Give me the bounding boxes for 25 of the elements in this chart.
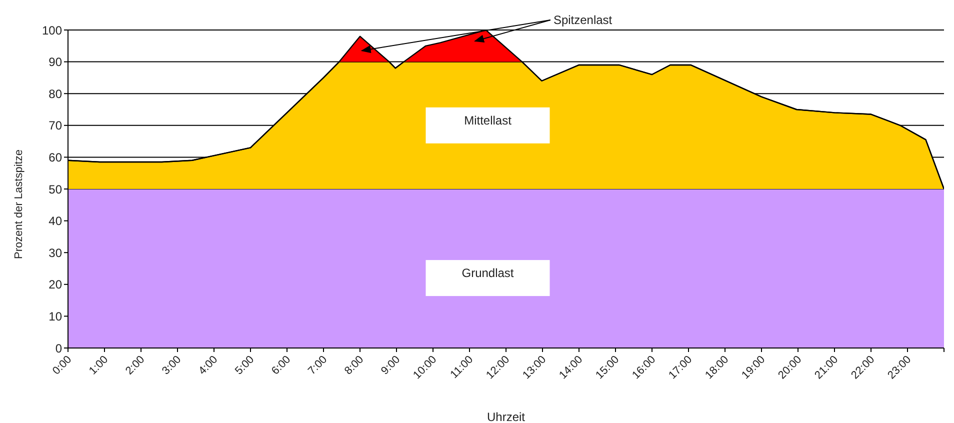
x-tick-label: 1:00 xyxy=(86,354,111,378)
x-tick-label: 9:00 xyxy=(378,354,403,378)
x-tick-label: 5:00 xyxy=(232,354,257,378)
y-tick-label: 50 xyxy=(48,182,62,196)
x-tick-label: 7:00 xyxy=(306,354,330,378)
y-axis-title: Prozent der Lastspitze xyxy=(12,150,25,259)
series-label: Grundlast xyxy=(462,266,514,280)
y-tick-label: 10 xyxy=(48,309,62,324)
y-tick-label: 0 xyxy=(55,341,62,356)
y-tick-label: 80 xyxy=(48,86,62,101)
x-tick-label: 8:00 xyxy=(342,354,366,378)
y-tick-label: 30 xyxy=(48,246,62,260)
y-tick-label: 90 xyxy=(48,55,62,70)
text: Spitzenlast xyxy=(553,13,613,27)
y-tick-label: 40 xyxy=(48,214,62,228)
x-tick-label: 4:00 xyxy=(196,354,220,378)
y-tick-label: 70 xyxy=(48,118,62,133)
y-tick-label: 100 xyxy=(42,23,62,38)
y-tick-label: 60 xyxy=(48,150,62,164)
x-tick-label: 6:00 xyxy=(269,354,294,378)
y-tick-label: 20 xyxy=(48,278,62,292)
x-tick-label: 0:00 xyxy=(50,354,74,378)
x-tick-label: 3:00 xyxy=(160,354,184,378)
series-label: Mittellast xyxy=(464,113,512,128)
x-axis-title: Uhrzeit xyxy=(486,410,526,423)
